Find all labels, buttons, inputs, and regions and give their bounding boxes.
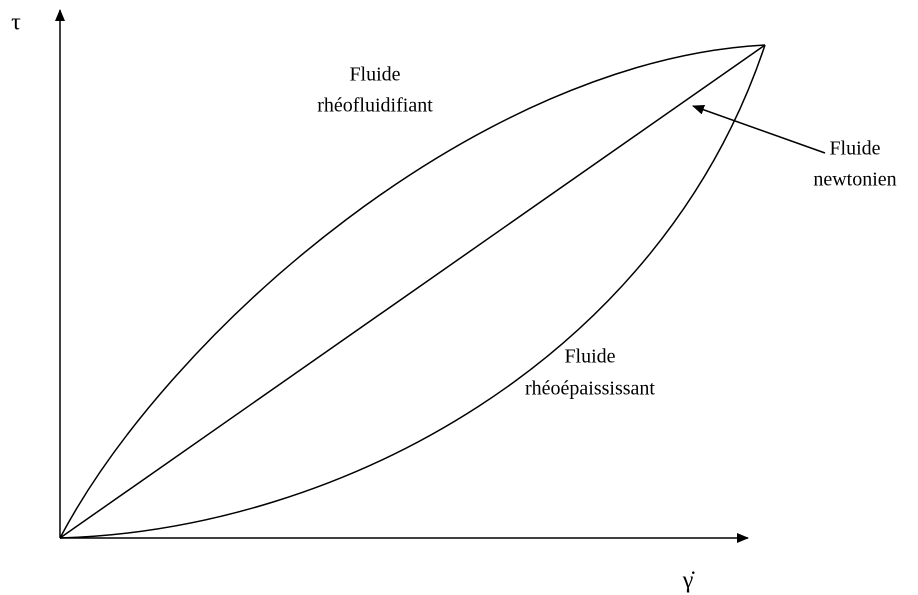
shear-thinning-curve	[59, 44, 766, 539]
x-axis-label: γ̇	[682, 568, 696, 594]
shear-thickening-curve	[59, 44, 766, 539]
y-axis-label: τ	[11, 10, 21, 36]
label-line: newtonien	[813, 169, 896, 191]
pointer-arrow	[692, 104, 826, 154]
label-line: Fluide	[829, 138, 880, 160]
label-line: rhéoépaississant	[525, 378, 655, 400]
label-line: rhéofluidifiant	[317, 95, 433, 117]
label-line: Fluide	[349, 64, 400, 86]
label-line: Fluide	[564, 346, 615, 368]
newtonian-line	[59, 44, 766, 539]
